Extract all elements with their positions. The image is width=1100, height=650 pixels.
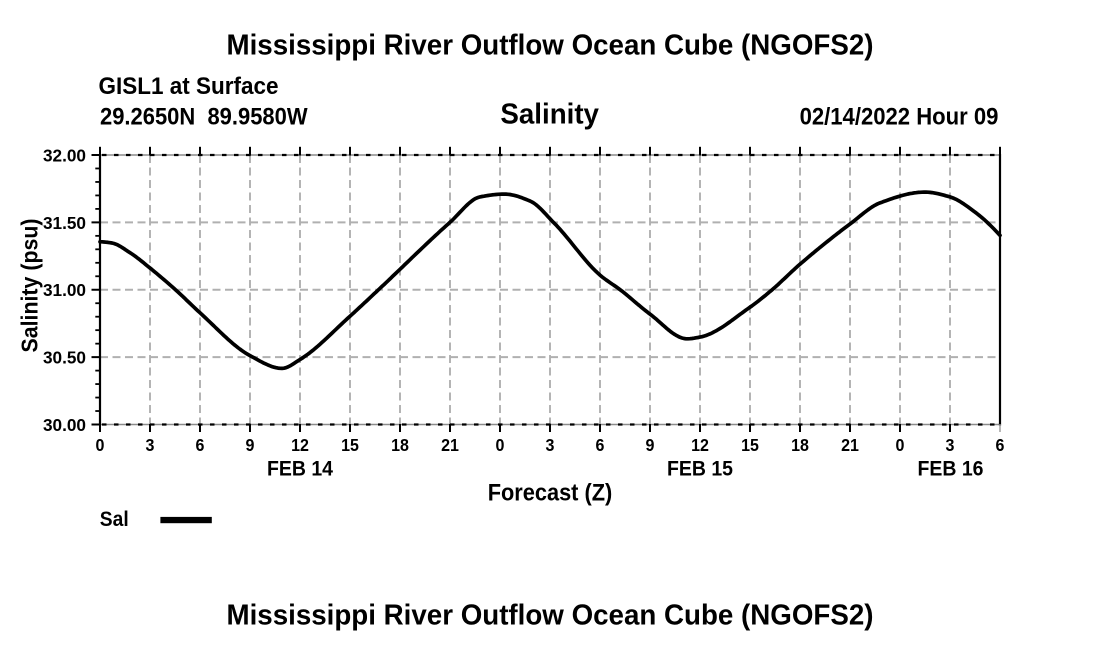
svg-text:0: 0 <box>496 435 505 455</box>
svg-text:0: 0 <box>896 435 905 455</box>
svg-text:Sal: Sal <box>100 507 129 531</box>
svg-text:31.50: 31.50 <box>43 213 86 233</box>
svg-text:21: 21 <box>841 435 859 455</box>
svg-text:Forecast (Z): Forecast (Z) <box>488 480 613 507</box>
svg-text:21: 21 <box>441 435 459 455</box>
svg-text:6: 6 <box>996 435 1005 455</box>
svg-text:0: 0 <box>96 435 105 455</box>
svg-text:15: 15 <box>741 435 759 455</box>
svg-text:18: 18 <box>391 435 409 455</box>
svg-text:29.2650N 89.9580W: 29.2650N 89.9580W <box>100 104 308 131</box>
svg-text:9: 9 <box>246 435 255 455</box>
svg-text:02/14/2022 Hour 09: 02/14/2022 Hour 09 <box>800 103 999 130</box>
svg-text:9: 9 <box>646 435 655 455</box>
svg-text:Salinity (psu): Salinity (psu) <box>17 219 43 353</box>
svg-text:6: 6 <box>596 435 605 455</box>
svg-text:GISL1 at Surface: GISL1 at Surface <box>99 73 279 100</box>
svg-text:31.00: 31.00 <box>43 280 86 300</box>
svg-text:Salinity: Salinity <box>500 99 599 131</box>
svg-text:12: 12 <box>691 435 709 455</box>
svg-text:3: 3 <box>146 435 155 455</box>
svg-text:FEB 16: FEB 16 <box>918 457 984 480</box>
svg-text:15: 15 <box>341 435 359 455</box>
svg-text:12: 12 <box>291 435 309 455</box>
svg-text:3: 3 <box>946 435 955 455</box>
svg-text:6: 6 <box>196 435 205 455</box>
svg-text:30.50: 30.50 <box>43 348 86 368</box>
svg-text:FEB 15: FEB 15 <box>667 457 733 480</box>
svg-text:Mississippi River Outflow Ocea: Mississippi River Outflow Ocean Cube (NG… <box>227 599 874 631</box>
svg-text:18: 18 <box>791 435 809 455</box>
svg-text:30.00: 30.00 <box>43 415 86 435</box>
svg-text:FEB 14: FEB 14 <box>267 457 333 480</box>
svg-text:32.00: 32.00 <box>43 145 86 165</box>
svg-text:3: 3 <box>546 435 555 455</box>
svg-text:Mississippi River Outflow Ocea: Mississippi River Outflow Ocean Cube (NG… <box>227 30 874 62</box>
